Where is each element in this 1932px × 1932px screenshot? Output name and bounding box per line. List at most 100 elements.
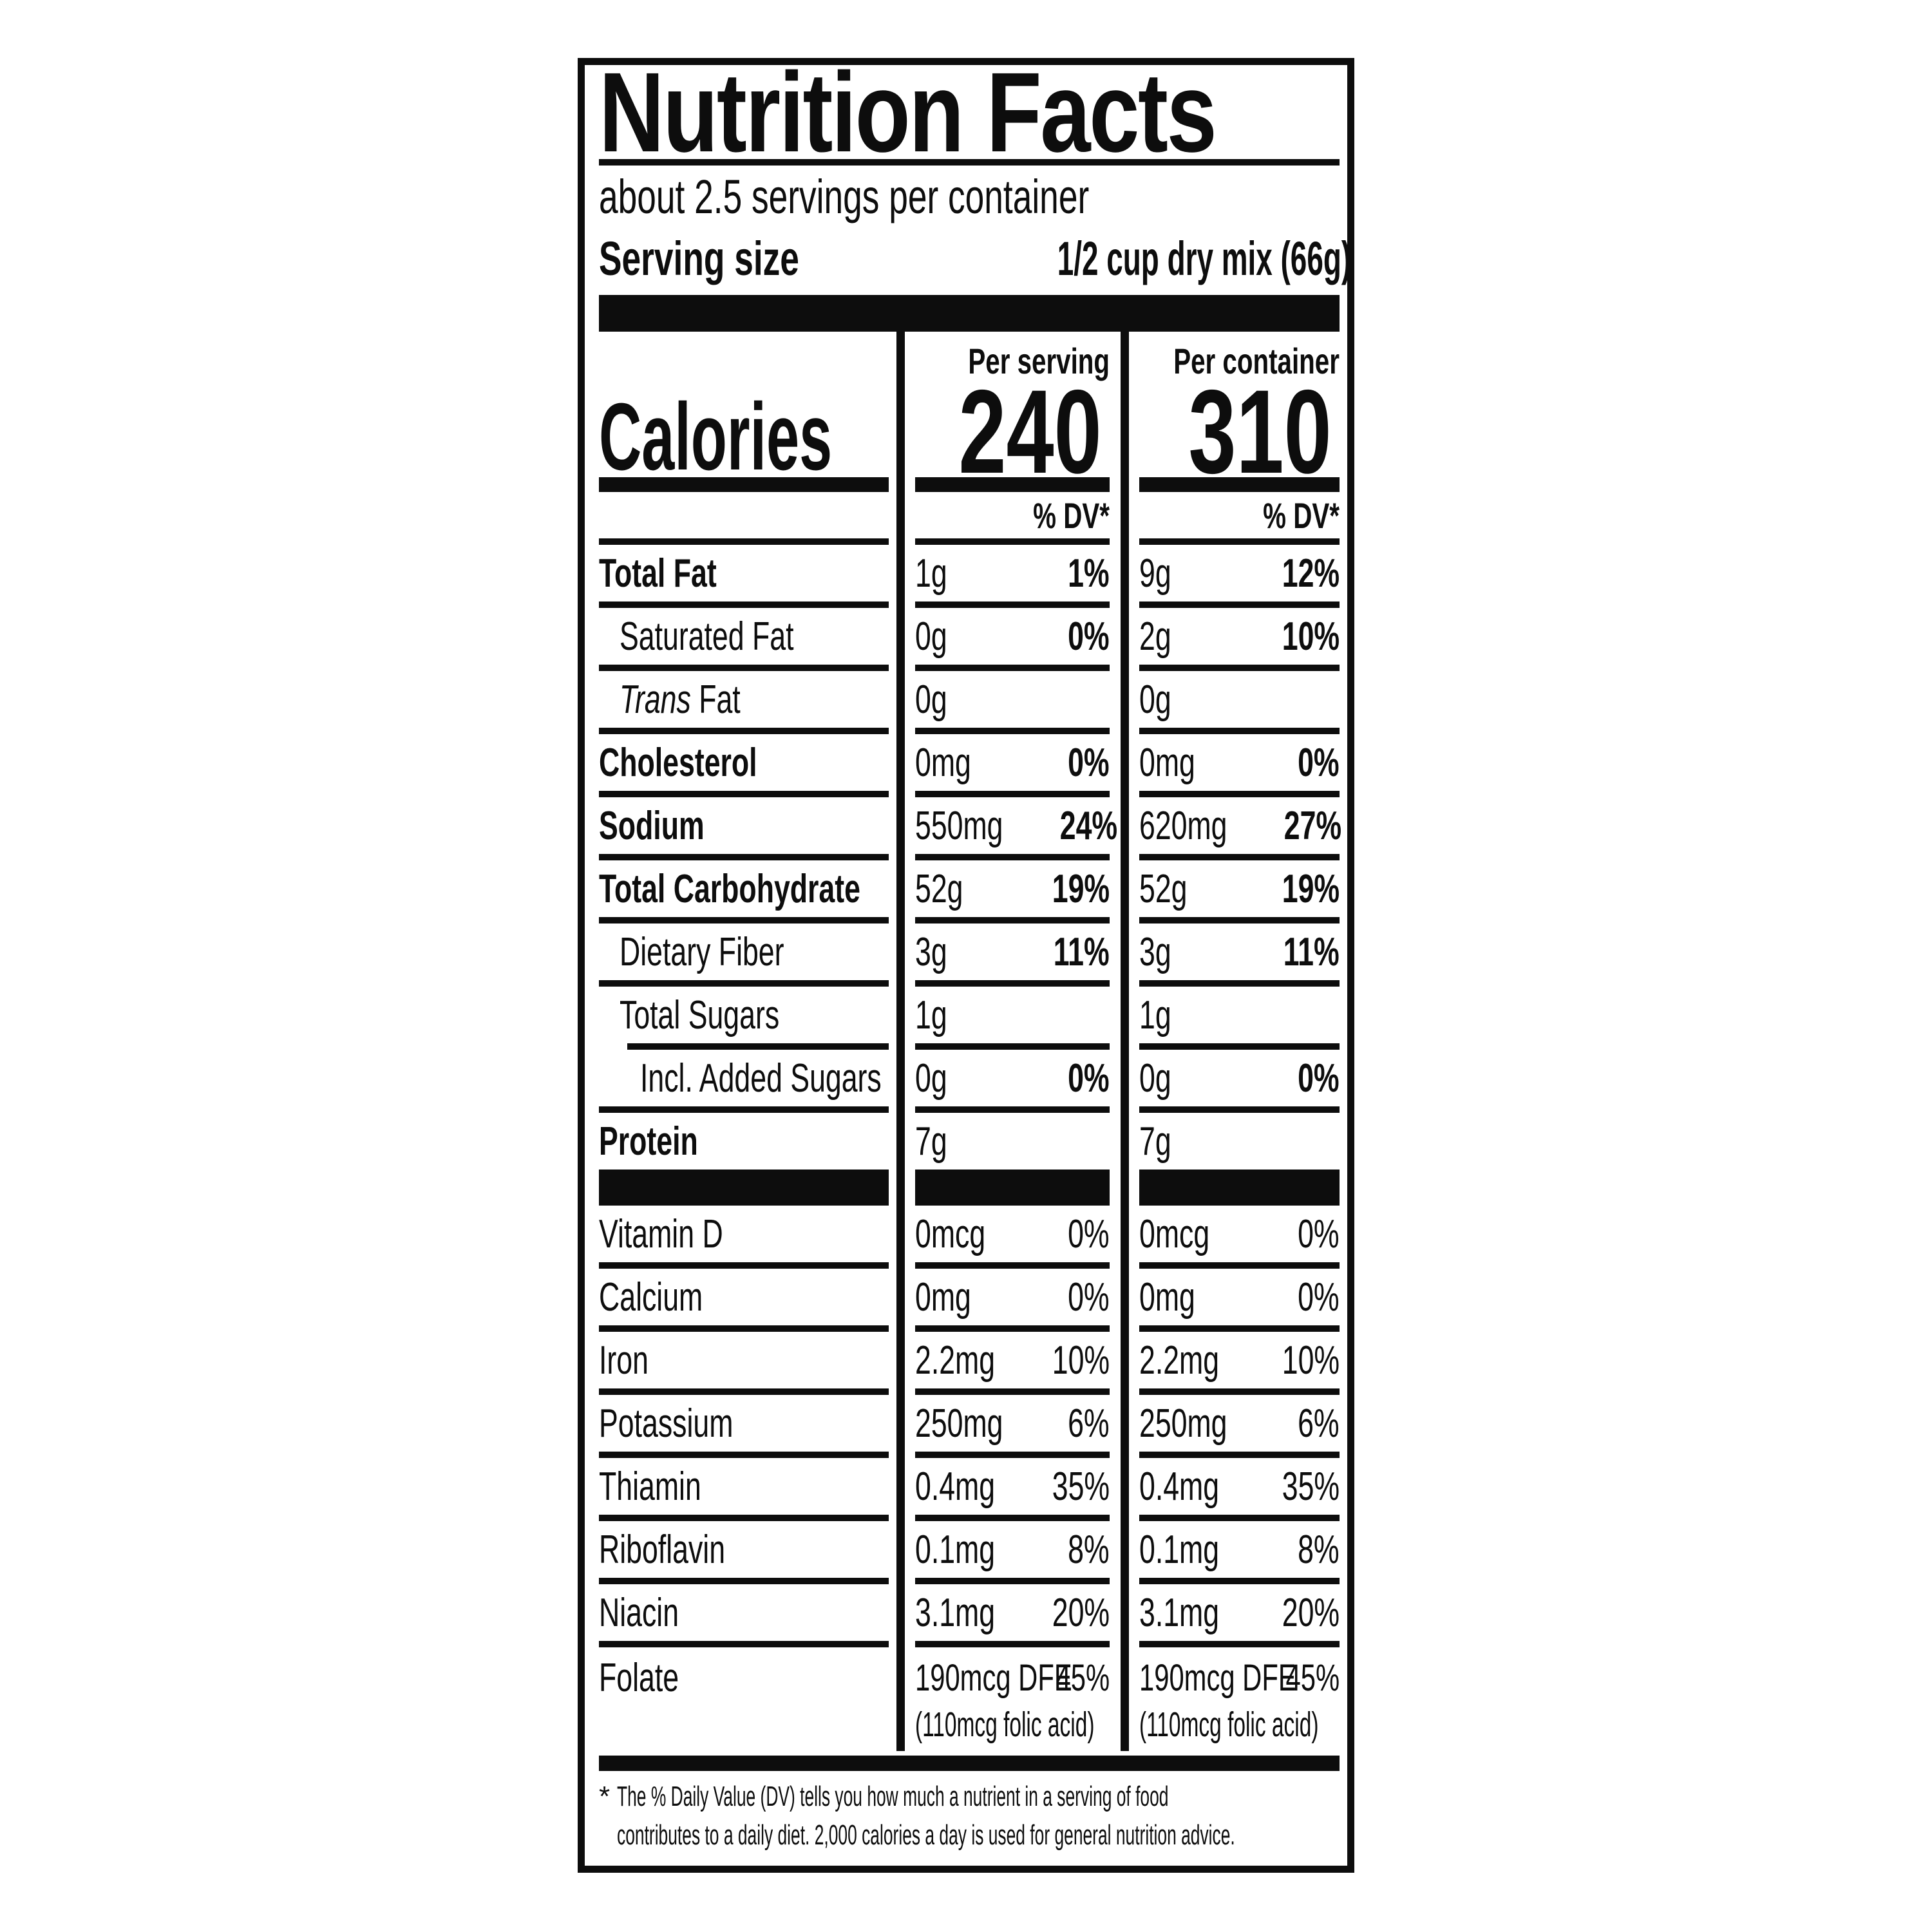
row-separator bbox=[585, 1515, 1347, 1521]
per-container-header-text: Per container bbox=[1173, 341, 1340, 381]
vitamin-dv: 8% bbox=[1068, 1527, 1110, 1572]
footnote-line-2: contributes to a daily diet. 2,000 calor… bbox=[617, 1819, 1235, 1851]
calories-underline-row bbox=[585, 477, 1347, 492]
row-saturated-fat: Saturated Fat 0g 0% 2g 10% bbox=[585, 608, 1347, 665]
servings-per-container: about 2.5 servings per container bbox=[599, 171, 1340, 223]
vitamin-dv: 10% bbox=[1052, 1338, 1110, 1383]
vitamin-name: Vitamin D bbox=[599, 1211, 723, 1256]
vitamin-name: Iron bbox=[599, 1338, 649, 1383]
footnote-text: The % Daily Value (DV) tells you how muc… bbox=[617, 1777, 1647, 1855]
nutrient-dv: 0% bbox=[1298, 1056, 1340, 1101]
vitamin-amount: 250mg bbox=[915, 1401, 1003, 1446]
vitamin-amount: 0.4mg bbox=[1139, 1464, 1220, 1509]
nutrient-amount: 7g bbox=[915, 1119, 947, 1164]
row-separator bbox=[585, 1388, 1347, 1395]
section-bar-bottom bbox=[599, 1756, 1340, 1771]
nutrient-name: Protein bbox=[599, 1119, 698, 1164]
label-inner: Nutrition Facts about 2.5 servings per c… bbox=[585, 56, 1351, 1866]
row-separator bbox=[585, 1325, 1347, 1332]
vitamin-dv: 0% bbox=[1068, 1274, 1110, 1320]
row-trans-fat: Trans Fat 0g 0g bbox=[585, 671, 1347, 728]
nutrient-amount: 550mg bbox=[915, 803, 1003, 848]
nutrient-name: Sodium bbox=[599, 803, 705, 848]
nutrient-amount: 9g bbox=[1139, 551, 1171, 596]
vitamin-dv: 10% bbox=[1282, 1338, 1340, 1383]
nutrient-name: Dietary Fiber bbox=[620, 929, 784, 974]
column-divider bbox=[896, 332, 905, 1751]
vitamin-amount: 0mg bbox=[915, 1274, 971, 1320]
row-protein: Protein 7g 7g bbox=[585, 1113, 1347, 1170]
vitamin-name: Niacin bbox=[599, 1590, 679, 1635]
calories-word: Calories bbox=[599, 384, 833, 490]
footnote-asterisk: * bbox=[599, 1781, 611, 1812]
row-riboflavin: Riboflavin 0.1mg 8% 0.1mg 8% bbox=[585, 1521, 1347, 1578]
nutrient-dv: 11% bbox=[1054, 929, 1110, 974]
calories-per-container-cell: Per container 310 bbox=[1139, 332, 1340, 492]
nutrient-dv: 0% bbox=[1298, 740, 1340, 785]
row-separator bbox=[585, 854, 1347, 860]
vitamin-amount: 3.1mg bbox=[915, 1590, 996, 1635]
row-total-carbohydrate: Total Carbohydrate 52g 19% 52g 19% bbox=[585, 860, 1347, 917]
nutrient-amount: 0mg bbox=[1139, 740, 1195, 785]
dv-header-container-text: % DV* bbox=[1263, 495, 1340, 536]
nutrient-name-italic: Trans bbox=[620, 677, 691, 722]
nutrient-amount: 3g bbox=[915, 929, 947, 974]
row-separator bbox=[585, 665, 1347, 671]
vitamin-dv: 45% bbox=[1056, 1657, 1110, 1699]
vitamin-dv: 0% bbox=[1068, 1211, 1110, 1256]
title-rule bbox=[599, 159, 1340, 166]
footnote-line-1: The % Daily Value (DV) tells you how muc… bbox=[617, 1781, 1169, 1812]
vitamin-dv: 0% bbox=[1298, 1211, 1340, 1256]
nutrient-name: Total Fat bbox=[599, 551, 717, 596]
nutrient-amount: 1g bbox=[915, 992, 947, 1037]
vitamin-dv: 8% bbox=[1298, 1527, 1340, 1572]
folate-serving-cell: 190mcg DFE 45% (110mcg folic acid) bbox=[915, 1647, 1110, 1750]
nutrient-name: Incl. Added Sugars bbox=[640, 1056, 882, 1101]
row-separator bbox=[585, 1262, 1347, 1269]
calories-per-container-number: 310 bbox=[1188, 366, 1332, 498]
calories-per-serving-number: 240 bbox=[958, 366, 1102, 498]
row-added-sugars: Incl. Added Sugars 0g 0% 0g 0% bbox=[585, 1050, 1347, 1106]
nutrient-dv: 27% bbox=[1283, 803, 1341, 848]
vitamin-amount: 0.1mg bbox=[915, 1527, 996, 1572]
row-total-sugars: Total Sugars 1g 1g bbox=[585, 987, 1347, 1043]
nutrient-dv: 24% bbox=[1059, 803, 1117, 848]
nutrient-amount: 0mg bbox=[915, 740, 971, 785]
folate-note: (110mcg folic acid) bbox=[915, 1705, 1095, 1744]
row-separator-indented bbox=[585, 1043, 1347, 1050]
nutrient-amount: 0g bbox=[915, 614, 947, 659]
nutrient-amount: 0g bbox=[1139, 1056, 1171, 1101]
nutrient-amount: 0g bbox=[1139, 677, 1171, 722]
vitamin-name: Thiamin bbox=[599, 1464, 701, 1509]
nutrient-amount: 0g bbox=[915, 677, 947, 722]
calories-per-container-value: 310 bbox=[1133, 366, 1332, 498]
row-potassium: Potassium 250mg 6% 250mg 6% bbox=[585, 1395, 1347, 1452]
row-thiamin: Thiamin 0.4mg 35% 0.4mg 35% bbox=[585, 1458, 1347, 1515]
vitamin-dv: 0% bbox=[1298, 1274, 1340, 1320]
vitamin-amount: 0.1mg bbox=[1139, 1527, 1220, 1572]
row-separator bbox=[585, 980, 1347, 987]
nutrient-name: Trans Fat bbox=[620, 677, 741, 723]
serving-size-label: Serving size bbox=[599, 231, 799, 285]
calories-per-serving-cell: Per serving 240 bbox=[913, 332, 1110, 492]
section-bar-middle bbox=[585, 1170, 1347, 1206]
calories-underline bbox=[599, 477, 889, 492]
nutrient-amount: 0g bbox=[915, 1056, 947, 1101]
column-divider bbox=[1121, 332, 1129, 1751]
per-serving-header: Per serving bbox=[913, 342, 1110, 381]
row-vitamin-d: Vitamin D 0mcg 0% 0mcg 0% bbox=[585, 1206, 1347, 1262]
vitamin-name: Calcium bbox=[599, 1274, 703, 1320]
row-separator bbox=[585, 1452, 1347, 1458]
row-separator bbox=[585, 917, 1347, 923]
nutrient-name: Total Carbohydrate bbox=[599, 866, 860, 911]
vitamin-name: Riboflavin bbox=[599, 1527, 726, 1572]
section-bar-top bbox=[599, 295, 1340, 332]
vitamin-dv: 6% bbox=[1298, 1401, 1340, 1446]
row-separator bbox=[585, 1578, 1347, 1584]
per-serving-header-text: Per serving bbox=[968, 341, 1110, 381]
row-separator bbox=[585, 791, 1347, 797]
vitamin-amount: 2.2mg bbox=[915, 1338, 996, 1383]
calories-per-serving-value: 240 bbox=[903, 366, 1102, 498]
folate-note: (110mcg folic acid) bbox=[1139, 1705, 1319, 1744]
label-title: Nutrition Facts bbox=[599, 56, 1340, 169]
